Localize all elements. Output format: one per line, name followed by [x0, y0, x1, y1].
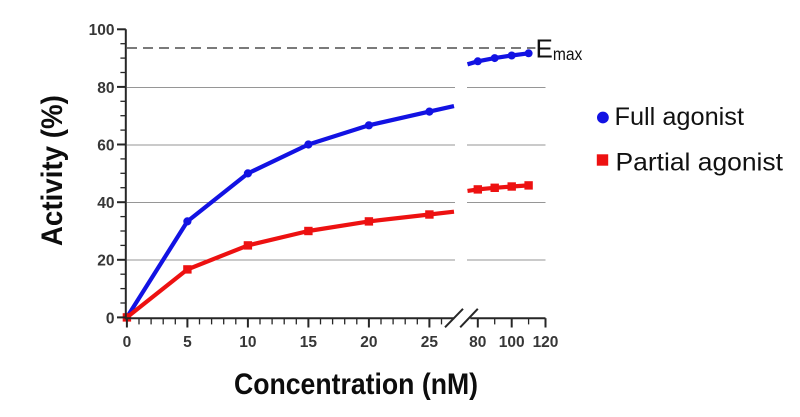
svg-text:Activity (%): Activity (%)	[36, 95, 69, 246]
svg-text:0: 0	[123, 334, 132, 351]
svg-text:10: 10	[239, 334, 256, 351]
svg-text:120: 120	[533, 334, 559, 351]
svg-text:15: 15	[300, 334, 318, 351]
svg-text:100: 100	[89, 22, 115, 39]
svg-text:80: 80	[469, 334, 486, 351]
svg-text:100: 100	[499, 334, 525, 351]
svg-text:0: 0	[106, 310, 115, 327]
svg-text:60: 60	[97, 137, 114, 154]
svg-text:Full agonist: Full agonist	[615, 103, 745, 131]
svg-text:5: 5	[183, 334, 192, 351]
svg-text:20: 20	[97, 252, 114, 269]
svg-text:80: 80	[97, 80, 114, 97]
svg-text:Partial agonist: Partial agonist	[616, 149, 784, 177]
svg-text:Concentration (nM): Concentration (nM)	[234, 368, 478, 401]
svg-text:25: 25	[421, 334, 439, 351]
svg-text:40: 40	[97, 195, 114, 212]
svg-text:20: 20	[360, 334, 377, 351]
